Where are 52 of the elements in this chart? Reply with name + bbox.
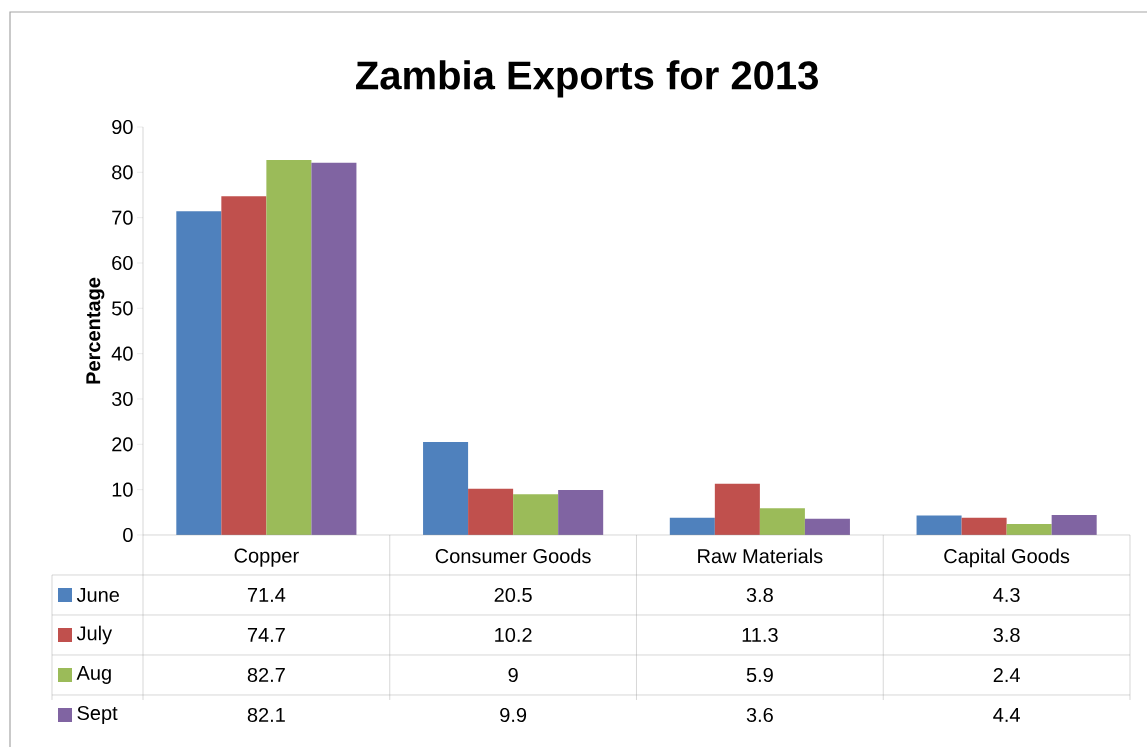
y-tick-label: 70 [112, 210, 133, 225]
legend-label: Sept [77, 705, 118, 725]
data-label: 71.4 [247, 588, 286, 602]
bar [714, 483, 760, 535]
legend-label: July [76, 625, 113, 645]
data-label: 82.7 [247, 667, 285, 683]
data-label: 4.3 [993, 587, 1020, 603]
data-label: 3.8 [746, 587, 773, 603]
y-tick-label: 60 [112, 255, 133, 271]
bar [423, 442, 469, 535]
y-tick-label: 40 [111, 346, 133, 361]
y-tick-label: 80 [112, 165, 133, 180]
bar [513, 494, 559, 535]
y-tick-label: 0 [123, 527, 133, 543]
data-label: 5.9 [746, 667, 773, 683]
data-label: 20.5 [494, 587, 532, 603]
bar [1051, 515, 1097, 535]
bar [266, 160, 312, 535]
y-axis-title: Percentage [86, 277, 105, 384]
bar [221, 196, 267, 535]
data-label: 3.8 [993, 627, 1020, 643]
data-label: 82.1 [247, 707, 285, 723]
data-label: 11.3 [742, 627, 778, 643]
data-label: 3.6 [746, 707, 773, 723]
bar [176, 211, 222, 535]
data-label: 74.7 [247, 628, 285, 642]
bar [916, 515, 962, 535]
x-tick-label: Raw Materials [698, 548, 823, 564]
y-tick-label: 10 [112, 482, 133, 497]
x-tick-label: Capital Goods [944, 548, 1070, 568]
y-tick-label: 30 [111, 391, 133, 407]
chart-title: Zambia Exports for 2013 [356, 60, 818, 98]
y-tick-label: 90 [112, 119, 133, 135]
bar [961, 517, 1007, 535]
y-tick-label: 20 [112, 437, 133, 452]
x-tick-label: Consumer Goods [435, 548, 591, 564]
legend-label: June [76, 588, 119, 602]
legend-label: Aug [76, 666, 111, 684]
bar [1006, 524, 1052, 535]
bar [669, 517, 715, 535]
data-label: 9.9 [500, 707, 527, 723]
x-tick-label: Copper [234, 548, 299, 567]
data-label: 4.4 [993, 708, 1020, 722]
bar [804, 518, 850, 535]
bar [311, 162, 357, 535]
y-tick-label: 50 [112, 301, 133, 316]
bar [468, 488, 514, 535]
bar [759, 508, 805, 535]
bar [558, 490, 604, 535]
data-label: 2.4 [993, 668, 1020, 682]
data-label: 10.2 [495, 627, 532, 643]
data-label: 9 [508, 667, 518, 683]
